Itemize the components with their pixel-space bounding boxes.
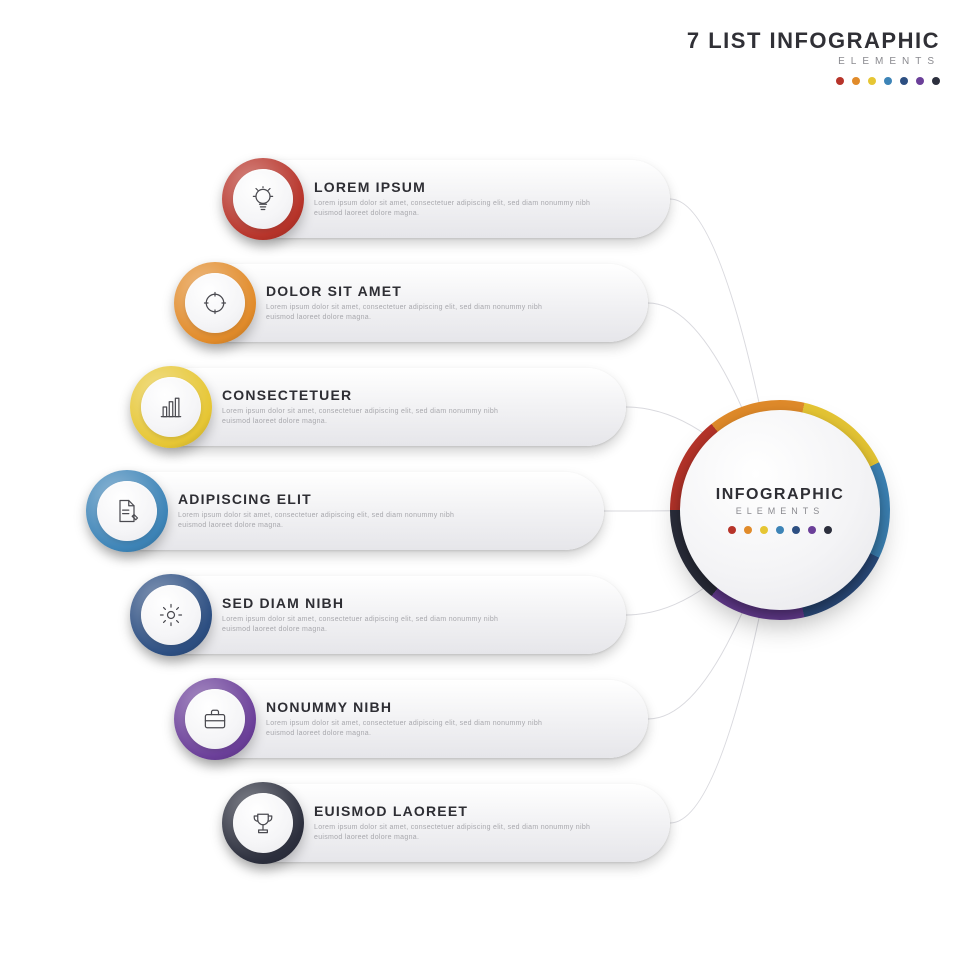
list-item-title: CONSECTETUER bbox=[222, 387, 522, 403]
list-item-title: SED DIAM NIBH bbox=[222, 595, 522, 611]
palette-dot bbox=[760, 526, 768, 534]
list-item-title: LOREM IPSUM bbox=[314, 179, 614, 195]
lightbulb-icon bbox=[233, 169, 293, 229]
list-item-icon-badge bbox=[222, 158, 304, 240]
palette-dot bbox=[792, 526, 800, 534]
list-item-icon-badge bbox=[174, 262, 256, 344]
list-item-title: DOLOR SIT AMET bbox=[266, 283, 566, 299]
list-item-body: Lorem ipsum dolor sit amet, consectetuer… bbox=[314, 199, 614, 220]
gear-icon bbox=[141, 585, 201, 645]
list-item-body: Lorem ipsum dolor sit amet, consectetuer… bbox=[222, 407, 522, 428]
list-item-icon-badge bbox=[130, 366, 212, 448]
document-icon bbox=[97, 481, 157, 541]
palette-dot bbox=[808, 526, 816, 534]
list-item: SED DIAM NIBH Lorem ipsum dolor sit amet… bbox=[136, 576, 626, 654]
list-item: CONSECTETUER Lorem ipsum dolor sit amet,… bbox=[136, 368, 626, 446]
hub-dot-row bbox=[728, 526, 832, 534]
header-subtitle: ELEMENTS bbox=[687, 56, 940, 67]
list-item: EUISMOD LAOREET Lorem ipsum dolor sit am… bbox=[228, 784, 670, 862]
list-item-icon-badge bbox=[86, 470, 168, 552]
header-title: 7 LIST INFOGRAPHIC bbox=[687, 28, 940, 54]
list-item-title: EUISMOD LAOREET bbox=[314, 803, 614, 819]
palette-dot bbox=[868, 77, 876, 85]
list-item-icon-badge bbox=[174, 678, 256, 760]
barchart-icon bbox=[141, 377, 201, 437]
header-dot-row bbox=[687, 77, 940, 85]
palette-dot bbox=[744, 526, 752, 534]
list-item-icon-badge bbox=[222, 782, 304, 864]
hub-title: INFOGRAPHIC bbox=[716, 486, 845, 504]
list-item: NONUMMY NIBH Lorem ipsum dolor sit amet,… bbox=[180, 680, 648, 758]
briefcase-icon bbox=[185, 689, 245, 749]
palette-dot bbox=[932, 77, 940, 85]
hub-circle: INFOGRAPHIC ELEMENTS bbox=[670, 400, 890, 620]
list-item-body: Lorem ipsum dolor sit amet, consectetuer… bbox=[266, 303, 566, 324]
palette-dot bbox=[728, 526, 736, 534]
list-item-pill: ADIPISCING ELIT Lorem ipsum dolor sit am… bbox=[92, 472, 604, 550]
header: 7 LIST INFOGRAPHIC ELEMENTS bbox=[687, 28, 940, 85]
hub-subtitle: ELEMENTS bbox=[736, 506, 825, 516]
palette-dot bbox=[916, 77, 924, 85]
list-item: ADIPISCING ELIT Lorem ipsum dolor sit am… bbox=[92, 472, 604, 550]
list-item-body: Lorem ipsum dolor sit amet, consectetuer… bbox=[222, 615, 522, 636]
palette-dot bbox=[884, 77, 892, 85]
palette-dot bbox=[824, 526, 832, 534]
list-item-title: NONUMMY NIBH bbox=[266, 699, 566, 715]
list-item: DOLOR SIT AMET Lorem ipsum dolor sit ame… bbox=[180, 264, 648, 342]
list-item-body: Lorem ipsum dolor sit amet, consectetuer… bbox=[314, 823, 614, 844]
palette-dot bbox=[776, 526, 784, 534]
hub-inner: INFOGRAPHIC ELEMENTS bbox=[680, 410, 880, 610]
list-item-title: ADIPISCING ELIT bbox=[178, 491, 478, 507]
list-item-icon-badge bbox=[130, 574, 212, 656]
list-item: LOREM IPSUM Lorem ipsum dolor sit amet, … bbox=[228, 160, 670, 238]
list-item-body: Lorem ipsum dolor sit amet, consectetuer… bbox=[266, 719, 566, 740]
trophy-icon bbox=[233, 793, 293, 853]
palette-dot bbox=[836, 77, 844, 85]
list-item-body: Lorem ipsum dolor sit amet, consectetuer… bbox=[178, 511, 478, 532]
target-icon bbox=[185, 273, 245, 333]
palette-dot bbox=[852, 77, 860, 85]
palette-dot bbox=[900, 77, 908, 85]
